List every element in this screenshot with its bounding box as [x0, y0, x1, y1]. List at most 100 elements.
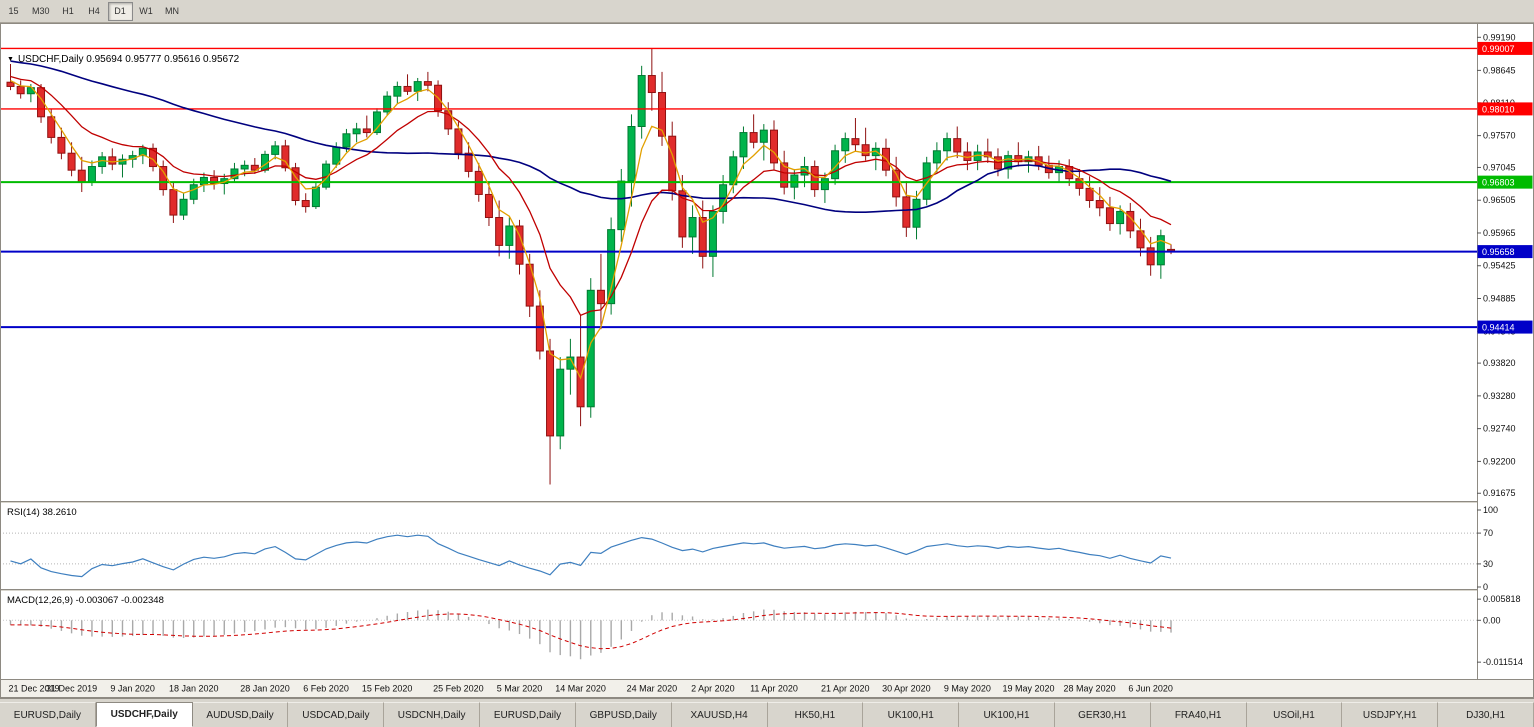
- chart-tab-usoil-h1[interactable]: USOil,H1: [1246, 702, 1343, 727]
- price-level-badge-text: 0.94414: [1482, 323, 1515, 333]
- candle-body: [362, 128, 371, 134]
- timeframe-button-m30[interactable]: M30: [32, 6, 50, 16]
- candle-body: [16, 85, 25, 95]
- chart-tab-ger30-h1[interactable]: GER30,H1: [1054, 702, 1151, 727]
- symbol-dropdown-icon[interactable]: ▼: [7, 56, 14, 63]
- chart-title-text: USDCHF,Daily 0.95694 0.95777 0.95616 0.9…: [17, 54, 240, 65]
- price-tick-label: 0.99190: [1483, 32, 1516, 42]
- candle-body: [423, 81, 432, 86]
- candle-body: [596, 289, 605, 305]
- price-level-badge-text: 0.99007: [1482, 44, 1515, 54]
- candle-body: [250, 164, 259, 171]
- chart-tab-eurusd-daily[interactable]: EURUSD,Daily: [480, 702, 576, 727]
- chart-tab-uk100-h1[interactable]: UK100,H1: [959, 702, 1055, 727]
- chart-tab-audusd-daily[interactable]: AUDUSD,Daily: [192, 702, 289, 727]
- candle-body: [57, 136, 66, 154]
- price-tick-label: 0.91675: [1483, 488, 1516, 498]
- price-tick-label: 0.95425: [1483, 261, 1516, 271]
- macd-panel: [0, 609, 1477, 660]
- chart-tab-uk100-h1[interactable]: UK100,H1: [863, 702, 960, 727]
- price-tick-label: 0.92740: [1483, 424, 1516, 434]
- price-tick-label: 0.96505: [1483, 195, 1516, 205]
- chart-tab-usdcnh-daily[interactable]: USDCNH,Daily: [384, 702, 481, 727]
- chart-tab-dj30-h1[interactable]: DJ30,H1: [1438, 702, 1534, 727]
- timeframe-toolbar: 15 M30 H1 H4 D1 W1 MN: [0, 0, 1534, 23]
- date-label: 11 Apr 2020: [750, 684, 798, 694]
- candle-body: [413, 81, 422, 92]
- price-tick-label: 0.95965: [1483, 228, 1516, 238]
- price-tick-label: 0.93280: [1483, 391, 1516, 401]
- price-axis[interactable]: [1477, 23, 1534, 679]
- chart-tab-usdcad-daily[interactable]: USDCAD,Daily: [288, 702, 385, 727]
- date-label: 28 May 2020: [1064, 684, 1116, 694]
- date-label: 31 Dec 2019: [46, 684, 97, 694]
- candle-body: [922, 162, 931, 200]
- candle-body: [1167, 248, 1176, 252]
- candle-body: [383, 95, 392, 113]
- candle-body: [1156, 235, 1165, 266]
- chart-tab-gbpusd-daily[interactable]: GBPUSD,Daily: [575, 702, 672, 727]
- chart-title: ▼ USDCHF,Daily 0.95694 0.95777 0.95616 0…: [7, 54, 239, 65]
- chart-tabs-bar: EURUSD,Daily USDCHF,Daily AUDUSD,Daily USDC…: [0, 698, 1534, 727]
- candle-body: [230, 168, 239, 180]
- chart-tab-eurusd-daily[interactable]: EURUSD,Daily: [0, 702, 96, 727]
- panel-splitter[interactable]: [0, 501, 1534, 504]
- candle-body: [1095, 200, 1104, 209]
- chart-tab-usdjpy-h1[interactable]: USDJPY,H1: [1342, 702, 1439, 727]
- rsi-tick-label: 100: [1483, 505, 1498, 515]
- price-level-badge: [1477, 175, 1533, 189]
- candle-body: [617, 180, 626, 231]
- candle-body: [464, 152, 473, 172]
- price-level-badge: [1477, 41, 1533, 55]
- date-label: 9 Jan 2020: [110, 684, 155, 694]
- price-level-badge-text: 0.96803: [1482, 178, 1515, 188]
- chart-background: [0, 23, 1534, 698]
- date-label: 19 May 2020: [1002, 684, 1054, 694]
- timeframe-button-h4[interactable]: H4: [88, 6, 100, 16]
- candle-body: [546, 350, 555, 437]
- timeframe-button-w1[interactable]: W1: [139, 6, 153, 16]
- chart-tab-usdchf-daily[interactable]: USDCHF,Daily: [95, 702, 193, 727]
- chart-tab-xauusd-h4[interactable]: XAUUSD,H4: [671, 702, 768, 727]
- macd-tick-label: 0.00: [1483, 615, 1501, 625]
- candle-body: [159, 166, 168, 191]
- timeframe-button-h1[interactable]: H1: [62, 6, 74, 16]
- candle-body: [658, 92, 667, 137]
- price-level-badge: [1477, 320, 1533, 334]
- candle-body: [240, 164, 249, 170]
- candle-body: [820, 178, 829, 191]
- candle-body: [169, 189, 178, 216]
- time-axis[interactable]: [0, 679, 1534, 698]
- date-label: 18 Jan 2020: [169, 684, 219, 694]
- candle-body: [688, 217, 697, 238]
- ma-slow-line: [10, 60, 1172, 213]
- candle-body: [484, 193, 493, 219]
- candle-body: [566, 356, 575, 370]
- panel-splitter[interactable]: [0, 589, 1534, 592]
- candle-body: [637, 75, 646, 127]
- price-tick-label: 0.98645: [1483, 65, 1516, 75]
- timeframe-button-mn[interactable]: MN: [165, 6, 180, 16]
- candle-body: [281, 145, 290, 169]
- chart-tab-hk50-h1[interactable]: HK50,H1: [767, 702, 864, 727]
- date-label: 6 Jun 2020: [1128, 684, 1173, 694]
- timeframe-button-d1[interactable]: D1: [107, 1, 133, 21]
- candle-body: [576, 356, 585, 408]
- candle-body: [607, 229, 616, 305]
- timeframe-button-15[interactable]: 15: [8, 6, 19, 16]
- chart-window: 21 Dec 2019 31 Dec 2019 9 Jan 2020 18 Jan 2…: [0, 23, 1534, 698]
- date-label: 9 May 2020: [944, 684, 991, 694]
- date-label: 21 Apr 2020: [821, 684, 870, 694]
- candle-body: [332, 146, 341, 165]
- price-level-badge-text: 0.95658: [1482, 247, 1515, 257]
- candle-body: [698, 217, 707, 257]
- price-tick-label: 0.94885: [1483, 293, 1516, 303]
- chart-tab-fra40-h1[interactable]: FRA40,H1: [1150, 702, 1247, 727]
- candle-body: [77, 169, 86, 183]
- candle-body: [291, 167, 300, 202]
- candle-body: [454, 128, 463, 154]
- candle-body: [790, 174, 799, 188]
- candle-body: [780, 162, 789, 188]
